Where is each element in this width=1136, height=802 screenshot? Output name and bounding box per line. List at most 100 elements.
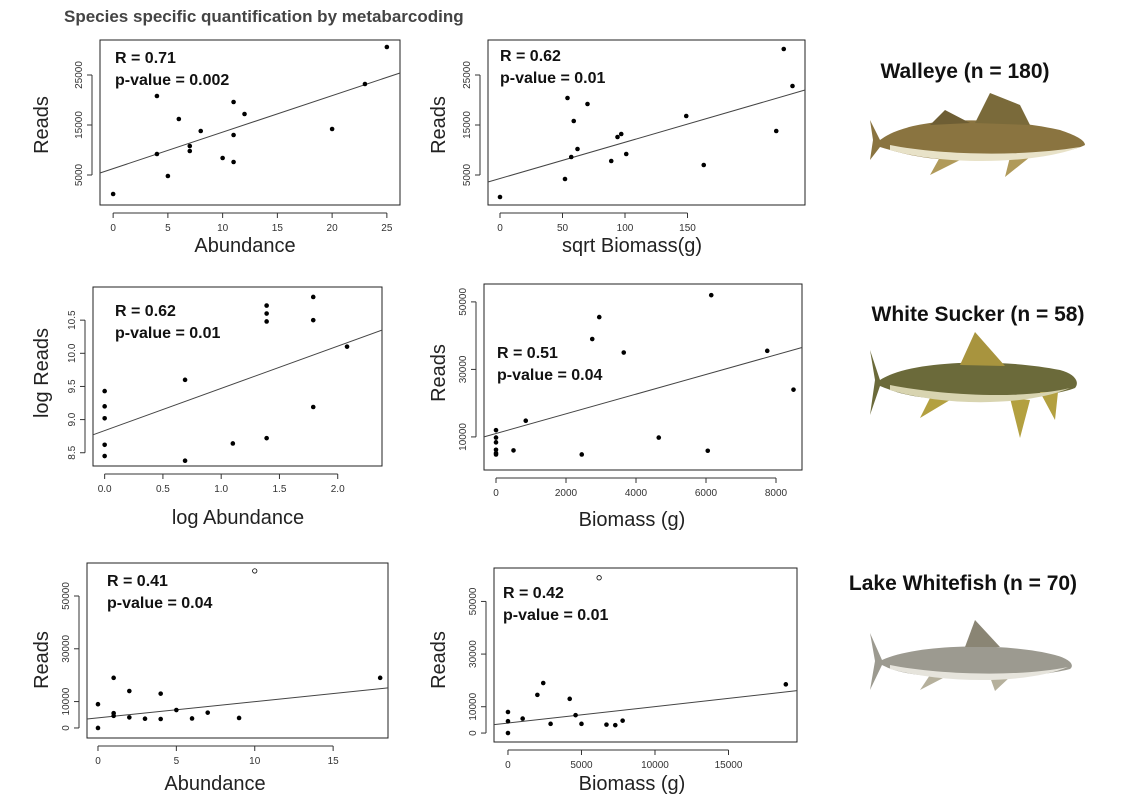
- data-point: [236, 715, 242, 721]
- x-tick-label: 0.0: [98, 484, 112, 495]
- data-point: [520, 716, 525, 721]
- data-point: [110, 191, 116, 197]
- data-point: [264, 303, 269, 308]
- data-point: [511, 448, 516, 453]
- data-point: [615, 134, 620, 140]
- data-point: [596, 314, 602, 320]
- data-point: [783, 682, 789, 687]
- data-point: [264, 435, 269, 441]
- data-point: [142, 716, 148, 722]
- data-point: [95, 725, 101, 731]
- y-axis-label: Reads: [31, 631, 53, 689]
- data-point: [618, 131, 624, 137]
- annotation: p-value = 0.04: [107, 595, 212, 612]
- x-tick-label: 6000: [695, 488, 718, 499]
- data-point: [505, 718, 511, 724]
- y-axis-label: Reads: [428, 631, 450, 689]
- x-axis-label: Biomass (g): [579, 773, 686, 795]
- data-point: [701, 162, 707, 168]
- data-point: [242, 111, 247, 117]
- x-tick-label: 10: [217, 223, 229, 234]
- annotation: p-value = 0.01: [503, 607, 608, 624]
- x-axis-label: log Abundance: [172, 507, 304, 529]
- x-tick-label: 0.5: [156, 484, 170, 495]
- data-point: [548, 721, 553, 727]
- data-point: [102, 415, 107, 421]
- y-axis-label: Reads: [31, 96, 53, 154]
- x-tick-label: 0: [493, 488, 499, 499]
- x-tick-label: 150: [679, 223, 696, 234]
- data-point: [497, 194, 503, 200]
- annotation: R = 0.71: [115, 50, 176, 67]
- data-point: [596, 575, 602, 581]
- y-tick-label: 15000: [74, 111, 85, 139]
- y-tick-label: 25000: [462, 61, 473, 89]
- y-tick-label: 25000: [74, 61, 85, 89]
- data-point: [623, 151, 629, 157]
- x-tick-label: 100: [617, 223, 634, 234]
- y-tick-label: 10000: [468, 692, 479, 720]
- data-point: [493, 435, 499, 440]
- data-point: [111, 675, 116, 681]
- data-point: [612, 722, 618, 728]
- y-tick-label: 30000: [458, 355, 469, 383]
- x-tick-label: 50: [557, 223, 569, 234]
- data-point: [773, 128, 779, 134]
- data-point: [329, 126, 335, 132]
- x-tick-label: 5: [174, 756, 180, 767]
- data-point: [493, 447, 499, 453]
- x-tick-label: 25: [381, 223, 393, 234]
- data-point: [565, 95, 570, 101]
- data-point: [264, 311, 269, 316]
- data-point: [377, 675, 383, 681]
- data-point: [231, 159, 236, 165]
- y-tick-label: 0: [61, 725, 72, 731]
- data-point: [523, 418, 529, 424]
- data-point: [571, 118, 577, 124]
- y-tick-label: 10000: [61, 687, 72, 715]
- x-tick-label: 5: [165, 223, 171, 234]
- data-point: [310, 317, 316, 323]
- fit-line: [493, 690, 798, 726]
- x-tick-label: 0: [95, 756, 101, 767]
- data-point: [111, 713, 116, 719]
- fit-line: [86, 687, 389, 720]
- x-tick-label: 20: [327, 223, 339, 234]
- data-point: [102, 388, 107, 394]
- data-point: [505, 709, 511, 715]
- data-point: [708, 292, 714, 298]
- annotation: p-value = 0.01: [500, 70, 605, 87]
- fit-line: [99, 72, 401, 174]
- data-point: [187, 143, 193, 149]
- y-tick-label: 30000: [61, 634, 72, 662]
- data-point: [493, 427, 499, 433]
- plot-box: [99, 39, 401, 206]
- y-axis-label: Reads: [428, 96, 450, 154]
- data-point: [158, 716, 163, 722]
- plot-box: [92, 286, 383, 467]
- y-tick-label: 9.5: [67, 379, 78, 393]
- data-point: [573, 712, 578, 718]
- x-tick-label: 1.5: [272, 484, 286, 495]
- data-point: [189, 716, 195, 721]
- data-point: [764, 348, 770, 354]
- x-tick-label: 0: [497, 223, 503, 234]
- x-tick-label: 0: [505, 760, 511, 771]
- fish-lake-whitefish: [870, 620, 1072, 691]
- data-point: [781, 46, 787, 52]
- fit-line: [483, 346, 803, 438]
- y-tick-label: 10.5: [67, 310, 78, 330]
- data-point: [493, 452, 499, 457]
- data-point: [154, 151, 160, 157]
- data-point: [182, 377, 188, 383]
- data-point: [608, 158, 614, 164]
- data-point: [174, 707, 179, 713]
- x-tick-label: 15: [328, 756, 340, 767]
- annotation: R = 0.62: [500, 48, 561, 65]
- annotation: p-value = 0.002: [115, 72, 229, 89]
- data-point: [158, 691, 163, 696]
- figure-title: Species specific quantification by metab…: [64, 7, 464, 26]
- data-point: [604, 722, 609, 727]
- x-tick-label: 10000: [641, 760, 669, 771]
- data-point: [102, 442, 107, 448]
